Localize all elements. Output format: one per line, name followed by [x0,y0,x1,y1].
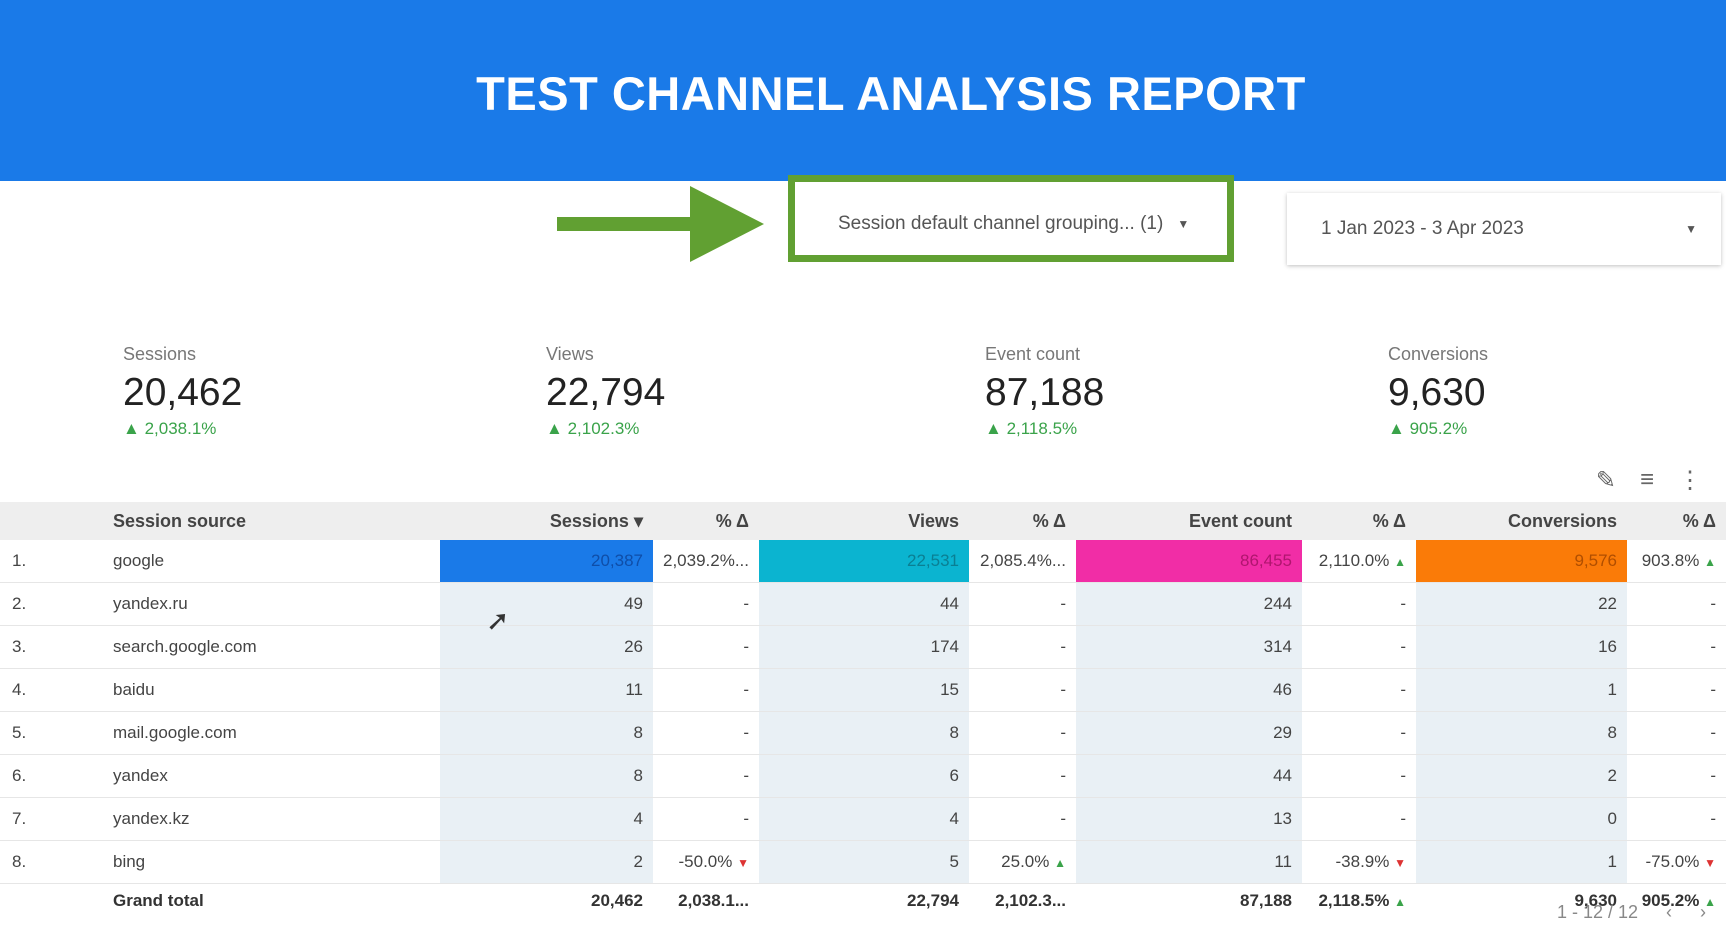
column-header[interactable]: % Δ [1627,502,1726,540]
column-header[interactable]: Session source [112,502,440,540]
up-arrow-icon: ▲ [1704,895,1716,909]
kpi-conversions: Conversions 9,630 ▲ 905.2% [1388,344,1488,439]
kpi-label: Conversions [1388,344,1489,364]
kpi-change: ▲ 2,118.5% [985,419,1078,438]
table-row[interactable]: 8. bing 2 -50.0% ▼ 5 25.0% ▲ 11 -38.9% ▼… [0,840,1726,884]
pencil-icon[interactable]: ✎ [1595,467,1616,494]
kpi-change: ▲ 2,038.1% [123,419,217,438]
kpi-views: Views 22,794 ▲ 2,102.3% [546,344,665,439]
chevron-left-icon[interactable]: ‹ [1666,902,1672,922]
mouse-cursor-icon: ➚ [486,605,510,636]
table-row[interactable]: 3. search.google.com 26 - 174 - 314 - 16… [0,625,1726,669]
conversions-bar: 9,576 [1416,540,1627,583]
up-arrow-icon: ▲ [1054,856,1066,870]
kpi-change: ▲ 2,102.3% [546,419,640,438]
column-header[interactable]: Views [759,502,969,540]
column-header[interactable]: % Δ [653,502,759,540]
date-range-picker[interactable]: 1 Jan 2023 - 3 Apr 2023 ▼ [1287,193,1721,265]
date-range-label: 1 Jan 2023 - 3 Apr 2023 [1321,218,1524,239]
kpi-value: 20,462 [123,371,243,414]
sessions-bar: 20,387 [440,540,653,583]
kpi-value: 22,794 [546,371,666,414]
kpi-value: 87,188 [985,371,1105,414]
kpi-event-count: Event count 87,188 ▲ 2,118.5% [985,344,1104,439]
up-arrow-icon: ▲ [1394,895,1406,909]
up-arrow-icon: ▲ [1704,555,1716,569]
channel-grouping-filter-label: Session default channel grouping... (1) [838,213,1164,234]
event-count-bar: 86,455 [1076,540,1302,583]
views-bar: 22,531 [759,540,969,583]
table-row[interactable]: 2. yandex.ru 49 - 44 - 244 - 22 - [0,582,1726,626]
table-row[interactable]: 5. mail.google.com 8 - 8 - 29 - 8 - [0,711,1726,755]
chevron-right-icon[interactable]: › [1700,902,1706,922]
grand-total-row: Grand total 20,462 2,038.1... 22,794 2,1… [113,891,1716,910]
table-row[interactable]: 7. yandex.kz 4 - 4 - 13 - 0 - [0,797,1726,841]
table-toolbar: ✎ ≡ ⋮ [1596,466,1702,495]
kpi-label: Views [546,344,594,364]
table-row[interactable]: 1. google 20,387 2,039.2%... 22,531 2,08… [0,540,1726,583]
pagination-label: 1 - 12 / 12 [1556,902,1638,922]
column-header[interactable]: % Δ [969,502,1076,540]
chevron-down-icon: ▼ [1685,222,1697,236]
kpi-label: Event count [985,344,1081,364]
session-source-table: Session source Sessions ▾ % Δ Views % Δ … [0,502,1726,918]
table-pagination: 1 - 12 / 12 ‹ › [1557,902,1706,923]
table-row[interactable]: 6. yandex 8 - 6 - 44 - 2 - [0,754,1726,798]
kebab-icon[interactable]: ⋮ [1678,467,1702,494]
table-row[interactable]: 4. baidu 11 - 15 - 46 - 1 - [0,668,1726,712]
kpi-value: 9,630 [1388,371,1486,414]
down-arrow-icon: ▼ [737,856,749,870]
column-header[interactable]: Conversions [1416,502,1627,540]
down-arrow-icon: ▼ [1704,856,1716,870]
column-header[interactable]: Event count [1076,502,1302,540]
up-arrow-icon: ▲ [1394,555,1406,569]
table-header-row: Session source Sessions ▾ % Δ Views % Δ … [0,502,1726,540]
annotation-arrow-shaft [557,217,697,231]
annotation-arrow-head [690,186,764,262]
report-title: TEST CHANNEL ANALYSIS REPORT [476,67,1306,120]
kpi-sessions: Sessions 20,462 ▲ 2,038.1% [123,344,242,439]
filter-icon[interactable]: ≡ [1639,466,1654,493]
kpi-change: ▲ 905.2% [1388,419,1468,438]
annotation-highlight-box [788,175,1234,262]
channel-grouping-filter[interactable]: Session default channel grouping... (1) … [804,192,1226,256]
kpi-label: Sessions [123,344,197,364]
column-header[interactable]: Sessions ▾ [440,502,653,540]
report-header: TEST CHANNEL ANALYSIS REPORT [0,0,1726,181]
down-arrow-icon: ▼ [1394,856,1406,870]
column-header[interactable]: % Δ [1302,502,1416,540]
chevron-down-icon: ▼ [1177,217,1190,231]
